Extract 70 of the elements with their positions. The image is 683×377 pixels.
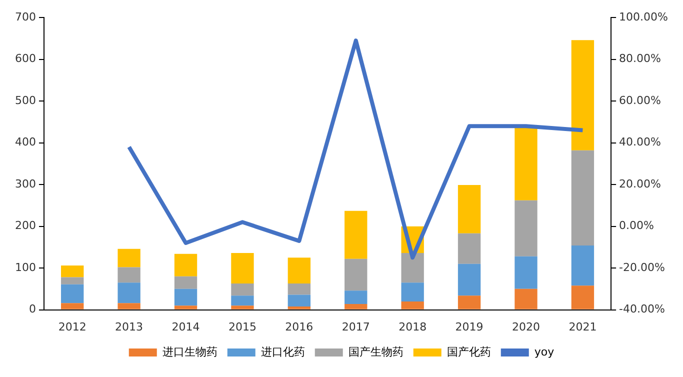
bar — [344, 290, 368, 304]
y-tick-label: 100 — [14, 260, 36, 274]
y2-tick-label: 0.00% — [619, 219, 654, 232]
y-tick-label: 300 — [14, 177, 36, 190]
x-tick-label: 2020 — [512, 320, 540, 334]
x-tick-label: 2017 — [342, 320, 370, 334]
bar — [458, 233, 481, 264]
legend-label: 国产生物药 — [348, 345, 404, 358]
bar — [118, 282, 140, 304]
bar — [174, 306, 198, 310]
bar — [571, 150, 594, 246]
bar — [401, 253, 424, 283]
y-tick-label: 500 — [14, 94, 36, 107]
y-tick-label: 600 — [14, 52, 36, 66]
y2-tick-label: 40.00% — [619, 136, 662, 149]
y-tick-label: 700 — [14, 10, 36, 24]
bar — [401, 301, 424, 310]
y2-tick-label: 80.00% — [619, 52, 662, 66]
x-tick-label: 2016 — [285, 320, 314, 334]
x-tick-label: 2012 — [58, 320, 86, 334]
x-tick-label: 2018 — [398, 320, 427, 334]
bar — [231, 284, 254, 296]
legend-label: 国产化药 — [446, 345, 491, 358]
bar — [344, 258, 368, 291]
bar — [571, 286, 594, 310]
bar — [61, 266, 84, 278]
y-tick-label: 400 — [14, 136, 36, 149]
bar — [231, 253, 254, 284]
bar — [514, 288, 538, 310]
bar — [344, 210, 368, 259]
x-tick-label: 2021 — [568, 320, 597, 334]
bar — [344, 304, 368, 310]
legend-label: 进口化药 — [260, 345, 305, 358]
bar — [571, 246, 594, 286]
bar — [118, 303, 140, 310]
x-tick-label: 2014 — [172, 320, 200, 334]
bar — [514, 126, 538, 200]
bar — [458, 264, 481, 296]
bar — [118, 267, 140, 283]
bar — [61, 303, 84, 310]
y2-tick-label: 100.00% — [619, 10, 668, 24]
y2-tick-label: 60.00% — [619, 94, 662, 107]
bar — [231, 296, 254, 306]
bar — [61, 284, 84, 304]
bar — [118, 248, 140, 268]
bar — [174, 288, 198, 306]
bar — [458, 296, 481, 310]
bar — [571, 40, 594, 150]
bar — [514, 256, 538, 289]
legend-label: yoy — [534, 345, 555, 358]
x-tick-label: 2019 — [455, 320, 484, 334]
bar — [288, 294, 311, 306]
bar — [288, 284, 311, 295]
y2-tick-label: 20.00% — [619, 177, 662, 190]
bar — [458, 184, 481, 234]
x-tick-label: 2013 — [115, 320, 144, 334]
y2-tick-label: -40.00% — [619, 302, 665, 316]
y2-tick-label: -20.00% — [619, 260, 665, 274]
bar — [288, 306, 311, 310]
x-tick-label: 2015 — [228, 320, 256, 334]
bar — [401, 282, 424, 302]
bar — [61, 277, 84, 284]
legend-label: 进口生物药 — [162, 345, 218, 358]
bar — [288, 258, 311, 284]
y-tick-label: 200 — [14, 219, 36, 232]
bar — [174, 276, 198, 289]
bar — [231, 306, 254, 310]
y-tick-label: 0 — [28, 302, 36, 316]
bar — [174, 254, 198, 276]
bar — [514, 200, 538, 256]
